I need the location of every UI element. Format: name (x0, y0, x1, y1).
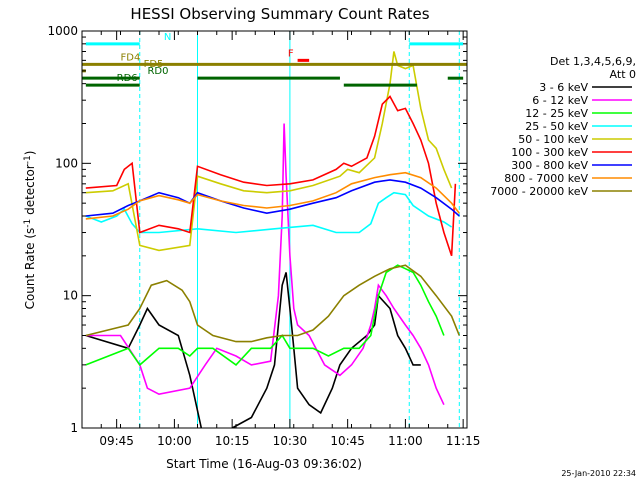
legend-label-4: 25 - 50 keV (525, 120, 588, 133)
legend-label-5: 50 - 100 keV (518, 133, 588, 146)
x-tick-label-2: 10:00 (157, 434, 192, 448)
y-axis-label: Count Rate (s-1 detector-1) (23, 151, 37, 310)
x-tick-label-1: 09:45 (99, 434, 134, 448)
series-line-4-part-1 (85, 191, 453, 234)
series-line-9-part-1 (85, 264, 461, 343)
series-line-2-part-1 (85, 123, 445, 406)
y-axis-label-exponent-2: -1 (23, 155, 33, 164)
state-bar-label-rd0: RD0 (147, 66, 168, 77)
y-tick-label-4: 1000 (47, 24, 78, 38)
legend-label-9: 7000 - 20000 keV (490, 185, 588, 198)
y-tick-label-1: 1 (70, 421, 78, 435)
y-tick-label-3: 100 (55, 156, 78, 170)
series-group (85, 51, 461, 428)
y-axis-label-close: ) (23, 151, 37, 156)
legend-label-1: 3 - 6 keV (539, 81, 588, 94)
series-line-8-part-1 (85, 171, 460, 220)
x-axis-label: Start Time (16-Aug-03 09:36:02) (166, 457, 362, 471)
state-bar-label-f: F (288, 48, 294, 59)
legend-label-2: 6 - 12 keV (532, 94, 588, 107)
x-tick-label-4: 10:30 (273, 434, 308, 448)
series-line-7-part-1 (85, 179, 460, 217)
state-bar-label-rd6: RD6 (117, 73, 138, 84)
y-axis-label-tail: detector (23, 164, 37, 219)
series-line-6-part-1 (85, 95, 457, 257)
legend-title-line-1: Det 1,3,4,5,6,9, (550, 55, 636, 68)
chart-title: HESSI Observing Summary Count Rates (130, 5, 429, 23)
x-tick-label-5: 10:45 (330, 434, 365, 448)
y-tick-label-2: 10 (63, 289, 78, 303)
state-bar-label-fd4: FD4 (121, 52, 141, 63)
x-tick-label-6: 11:00 (388, 434, 423, 448)
series-line-5-part-1 (85, 51, 453, 252)
y-axis-label-main: Count Rate (s (23, 228, 37, 310)
y-axis-label-exponent: -1 (23, 219, 33, 228)
x-tick-label-3: 10:15 (215, 434, 250, 448)
legend-label-8: 800 - 7000 keV (504, 172, 588, 185)
state-bar-label-fd5: FD5 (144, 59, 164, 70)
footer-timestamp: 25-Jan-2010 22:34 (561, 469, 636, 478)
series-line-3-part-1 (85, 264, 445, 367)
legend-label-7: 300 - 800 keV (511, 159, 588, 172)
series-line-1-part-2 (231, 272, 421, 428)
x-tick-label-7: 11:15 (446, 434, 481, 448)
legend-title-line-2: Att 0 (610, 68, 636, 81)
legend-label-3: 12 - 25 keV (525, 107, 588, 120)
state-bar-label-n: N (164, 32, 171, 43)
legend-label-6: 100 - 300 keV (511, 146, 588, 159)
series-line-1-part-1 (85, 306, 203, 428)
